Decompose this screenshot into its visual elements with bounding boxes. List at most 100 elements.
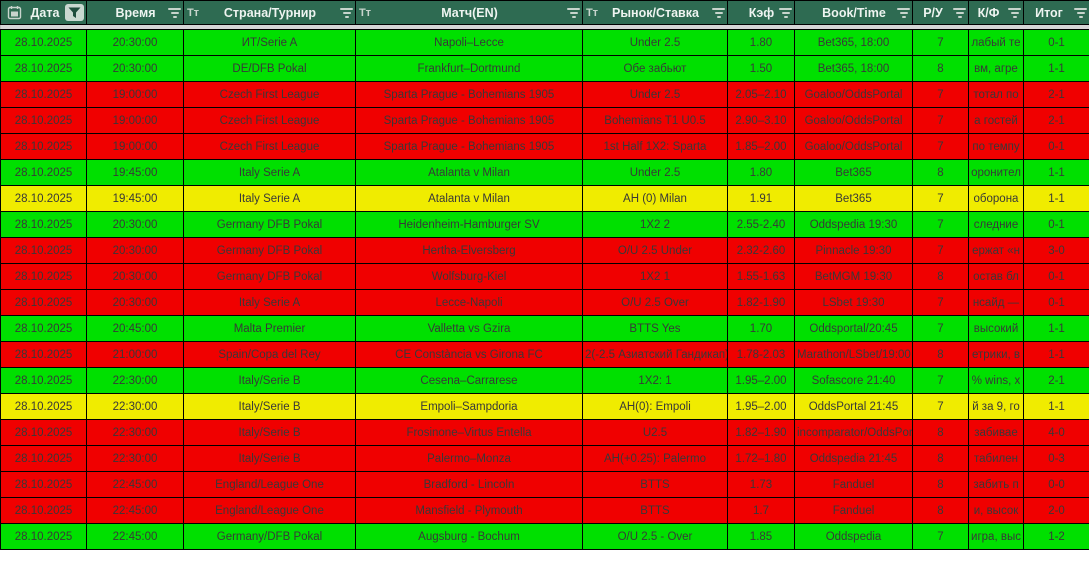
cell-time[interactable]: 22:45:00 [86,497,184,524]
cell-market[interactable]: O/U 2.5 - Over [582,523,728,550]
cell-ru[interactable]: 8 [912,263,969,290]
cell-book[interactable]: Marathon/LSbet/19:00 [794,341,913,368]
filter-lines-icon[interactable] [567,7,580,18]
cell-outcome[interactable]: 1-1 [1023,315,1089,342]
cell-league[interactable]: Germany/DFB Pokal [183,523,356,550]
cell-ru[interactable]: 8 [912,497,969,524]
cell-market[interactable]: 2(-2.5 Азиатский Гандикап) [582,341,728,368]
cell-outcome[interactable]: 3-0 [1023,237,1089,264]
cell-odds[interactable]: 1.55-1.63 [727,263,795,290]
cell-kf[interactable]: игра, выс [968,523,1024,550]
cell-match[interactable]: Valletta vs Gzira [355,315,583,342]
cell-outcome[interactable]: 1-1 [1023,185,1089,212]
cell-time[interactable]: 22:30:00 [86,419,184,446]
cell-outcome[interactable]: 0-1 [1023,263,1089,290]
cell-match[interactable]: Frankfurt–Dortmund [355,55,583,82]
column-header-match[interactable]: Тт Матч(EN) [355,0,583,25]
cell-odds[interactable]: 1.73 [727,471,795,498]
cell-time[interactable]: 19:00:00 [86,81,184,108]
cell-kf[interactable]: оборона [968,185,1024,212]
cell-outcome[interactable]: 2-1 [1023,367,1089,394]
cell-odds[interactable]: 1.80 [727,29,795,56]
cell-date[interactable]: 28.10.2025 [0,107,87,134]
cell-date[interactable]: 28.10.2025 [0,367,87,394]
cell-kf[interactable]: следние [968,211,1024,238]
cell-ru[interactable]: 8 [912,341,969,368]
cell-odds[interactable]: 1.50 [727,55,795,82]
cell-league[interactable]: ИТ/Serie A [183,29,356,56]
cell-outcome[interactable]: 1-1 [1023,341,1089,368]
cell-date[interactable]: 28.10.2025 [0,185,87,212]
column-header-date[interactable]: Дата [0,0,87,25]
cell-book[interactable]: Oddsportal/20:45 [794,315,913,342]
cell-outcome[interactable]: 1-2 [1023,523,1089,550]
cell-ru[interactable]: 7 [912,523,969,550]
cell-market[interactable]: Under 2.5 [582,29,728,56]
cell-time[interactable]: 20:30:00 [86,55,184,82]
cell-book[interactable]: Goaloo/OddsPortal [794,81,913,108]
cell-date[interactable]: 28.10.2025 [0,55,87,82]
cell-book[interactable]: Bet365 [794,185,913,212]
cell-market[interactable]: O/U 2.5 Over [582,289,728,316]
cell-ru[interactable]: 7 [912,29,969,56]
cell-kf[interactable]: забивае [968,419,1024,446]
cell-ru[interactable]: 7 [912,133,969,160]
cell-outcome[interactable]: 0-0 [1023,471,1089,498]
cell-kf[interactable]: оронител [968,159,1024,186]
cell-match[interactable]: Empoli–Sampdoria [355,393,583,420]
cell-market[interactable]: BTTS [582,497,728,524]
cell-odds[interactable]: 1.82-1.90 [727,289,795,316]
column-header-league[interactable]: Тт Страна/Турнир [183,0,356,25]
cell-kf[interactable]: остав бл [968,263,1024,290]
cell-kf[interactable]: забить п [968,471,1024,498]
cell-book[interactable]: Bet365 [794,159,913,186]
cell-book[interactable]: BetMGM 19:30 [794,263,913,290]
column-header-ru[interactable]: Р/У [912,0,969,25]
cell-match[interactable]: Sparta Prague - Bohemians 1905 [355,81,583,108]
filter-lines-icon[interactable] [1008,7,1021,18]
cell-kf[interactable]: % wins, х [968,367,1024,394]
cell-match[interactable]: Sparta Prague - Bohemians 1905 [355,107,583,134]
cell-league[interactable]: Malta Premier [183,315,356,342]
cell-match[interactable]: Lecce-Napoli [355,289,583,316]
cell-kf[interactable]: по темпу [968,133,1024,160]
cell-market[interactable]: BTTS [582,471,728,498]
cell-kf[interactable]: вм, агре [968,55,1024,82]
column-header-kf[interactable]: К/Ф [968,0,1024,25]
filter-lines-icon[interactable] [897,7,910,18]
cell-outcome[interactable]: 2-0 [1023,497,1089,524]
cell-match[interactable]: Cesena–Carrarese [355,367,583,394]
cell-market[interactable]: 1st Half 1X2: Sparta [582,133,728,160]
cell-book[interactable]: incomparator/OddsPor [794,419,913,446]
cell-match[interactable]: Napoli–Lecce [355,29,583,56]
cell-book[interactable]: LSbet 19:30 [794,289,913,316]
cell-ru[interactable]: 7 [912,367,969,394]
cell-outcome[interactable]: 1-1 [1023,55,1089,82]
column-header-time[interactable]: Время [86,0,184,25]
cell-time[interactable]: 20:30:00 [86,289,184,316]
cell-ru[interactable]: 7 [912,289,969,316]
cell-market[interactable]: Under 2.5 [582,81,728,108]
cell-time[interactable]: 22:30:00 [86,445,184,472]
filter-lines-icon[interactable] [953,7,966,18]
cell-time[interactable]: 19:45:00 [86,159,184,186]
cell-date[interactable]: 28.10.2025 [0,393,87,420]
cell-market[interactable]: Under 2.5 [582,159,728,186]
cell-date[interactable]: 28.10.2025 [0,419,87,446]
cell-league[interactable]: Germany DFB Pokal [183,211,356,238]
cell-time[interactable]: 19:00:00 [86,133,184,160]
filter-lines-icon[interactable] [340,7,353,18]
cell-match[interactable]: CE Constància vs Girona FC [355,341,583,368]
cell-league[interactable]: Czech First League [183,107,356,134]
cell-match[interactable]: Wolfsburg-Kiel [355,263,583,290]
cell-date[interactable]: 28.10.2025 [0,497,87,524]
cell-kf[interactable]: высокий [968,315,1024,342]
cell-ru[interactable]: 8 [912,419,969,446]
cell-market[interactable]: 1X2 2 [582,211,728,238]
cell-kf[interactable]: лабый те [968,29,1024,56]
cell-league[interactable]: Czech First League [183,81,356,108]
cell-league[interactable]: Spain/Copa del Rey [183,341,356,368]
cell-odds[interactable]: 1.85–2.00 [727,133,795,160]
cell-league[interactable]: England/League One [183,497,356,524]
cell-league[interactable]: Italy/Serie B [183,419,356,446]
